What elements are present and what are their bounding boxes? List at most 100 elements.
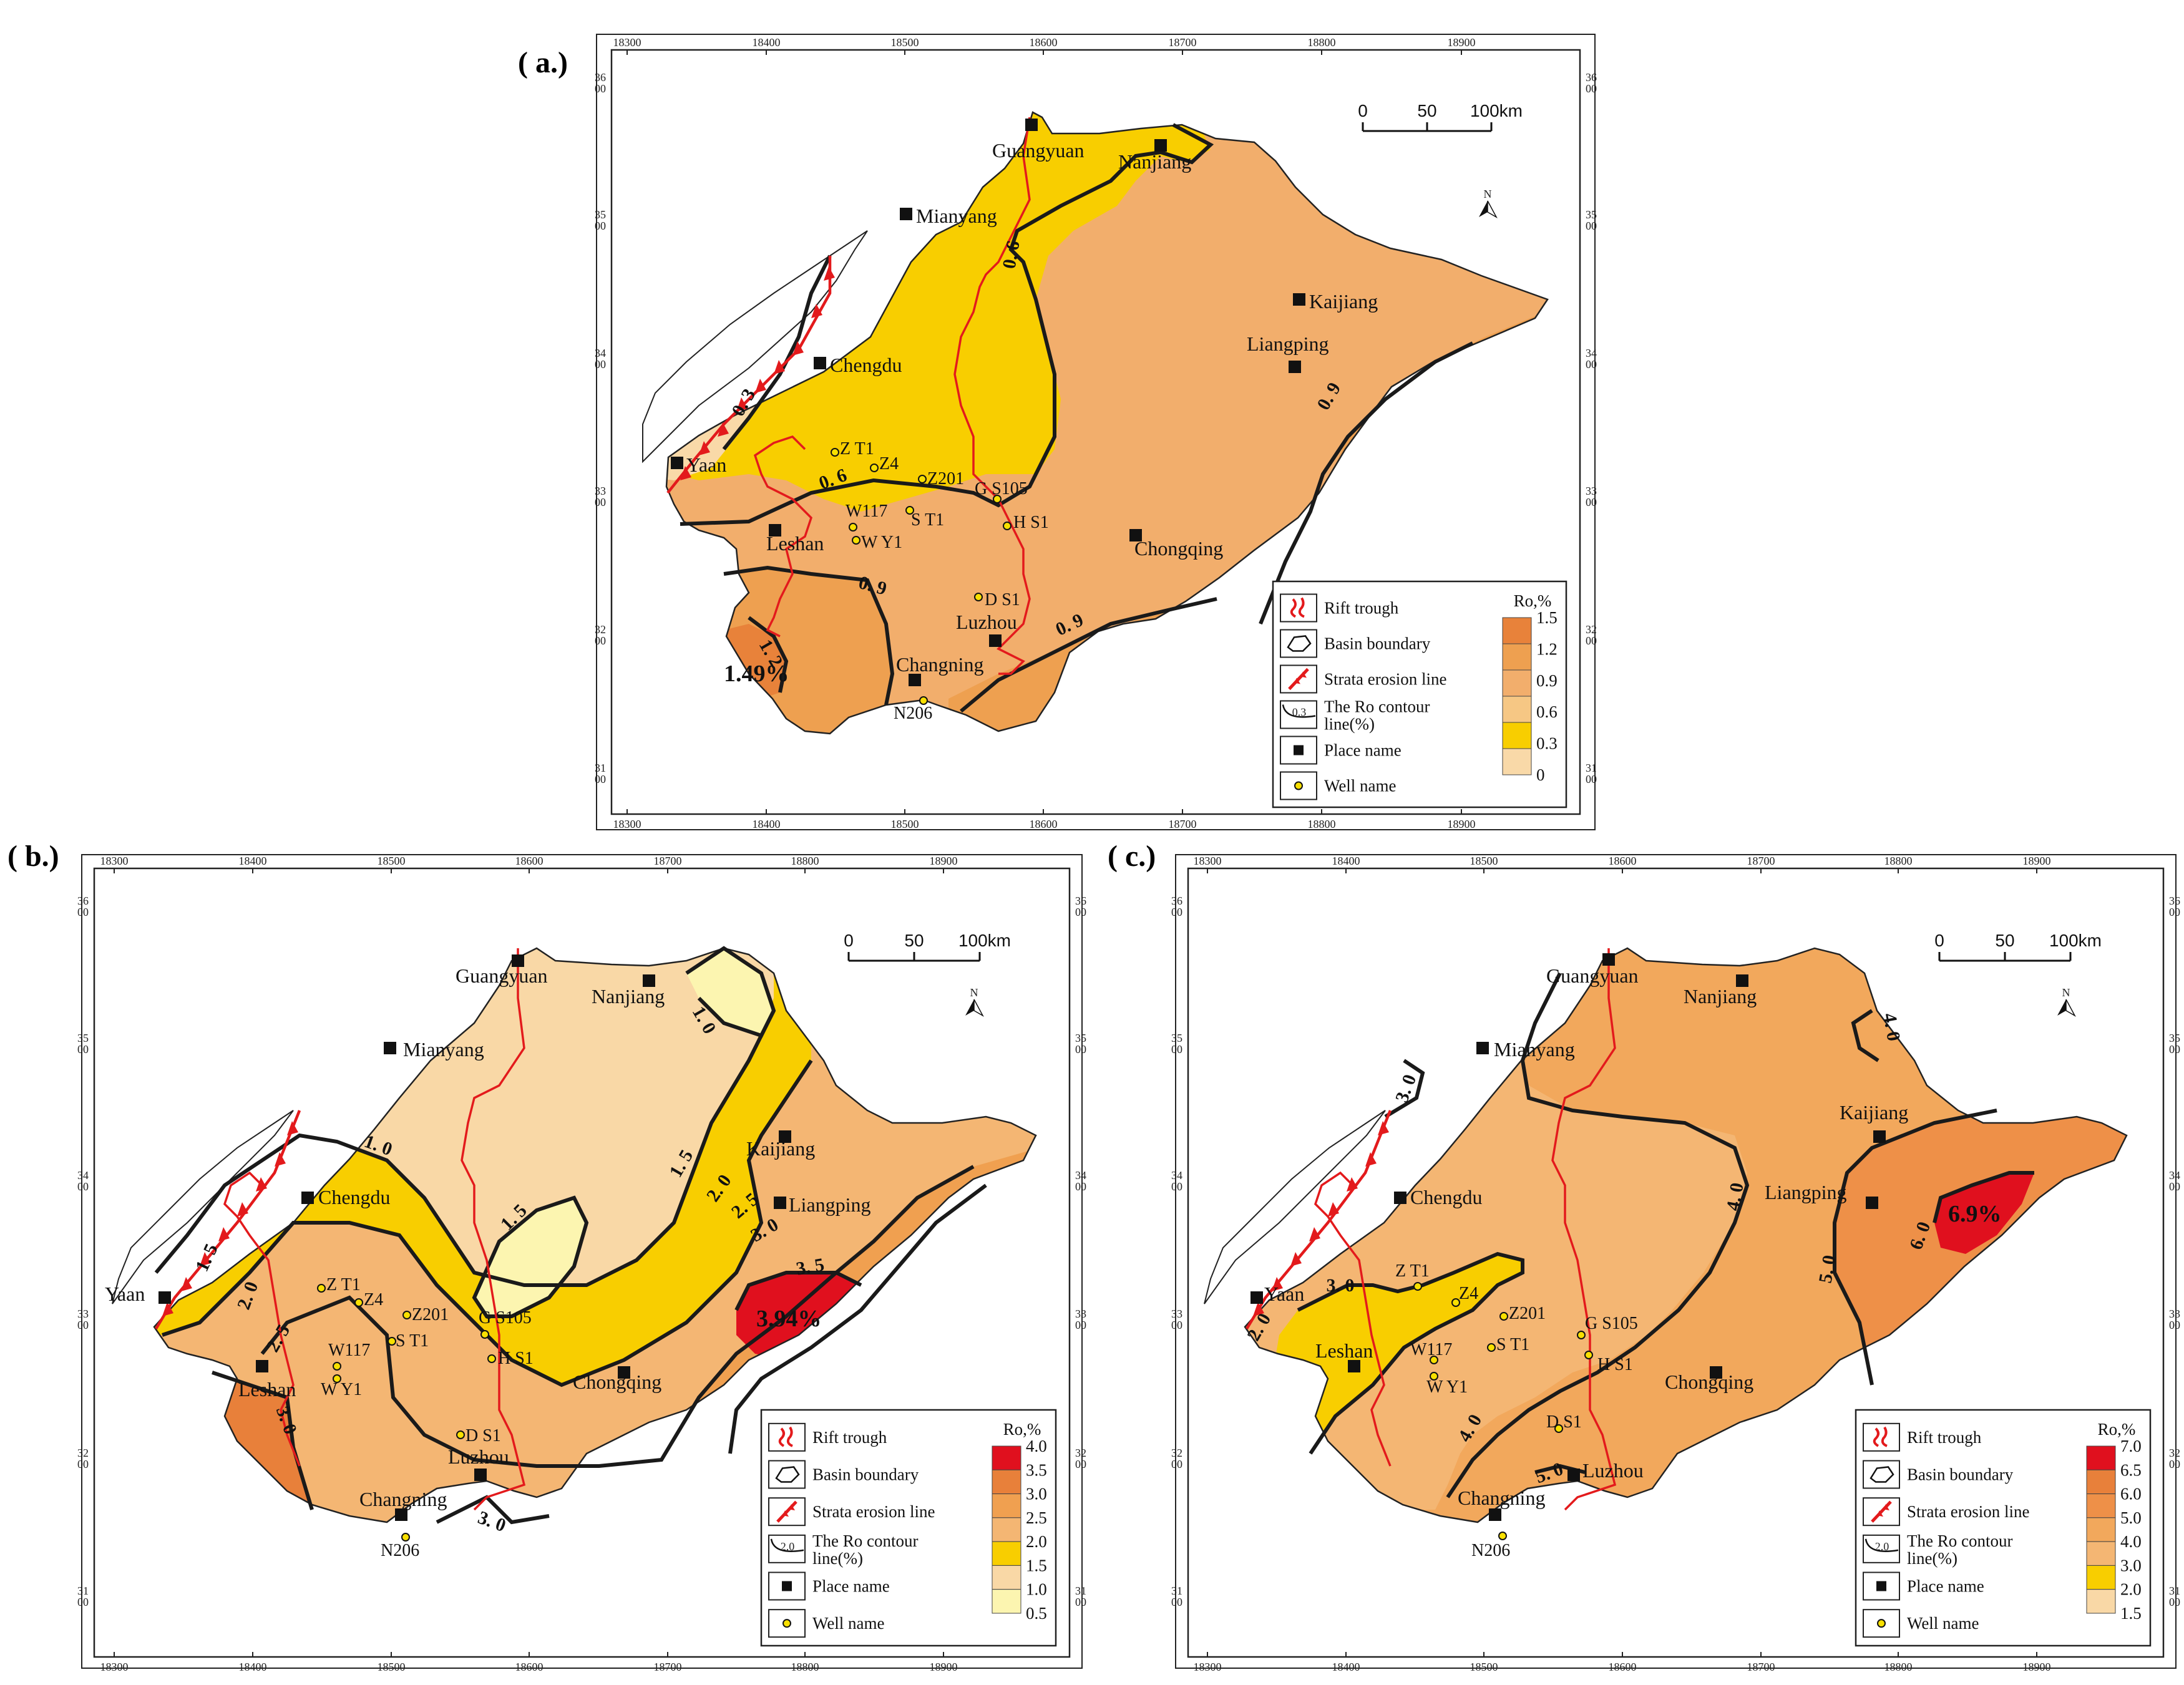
y-tick-left-deg: 34 bbox=[77, 1169, 89, 1182]
north-label: N bbox=[1484, 188, 1492, 200]
legend-item-label: Strata erosion line bbox=[1324, 670, 1446, 689]
legend-item-label: The Ro contour line(%) bbox=[1324, 697, 1430, 734]
place-name: Liangping bbox=[1765, 1181, 1847, 1203]
well-name-icon bbox=[768, 1609, 806, 1638]
well-name: Z4 bbox=[1459, 1284, 1478, 1303]
well-name: G S105 bbox=[1585, 1314, 1638, 1333]
place-name: Guangyuan bbox=[992, 139, 1085, 162]
place-marker bbox=[1476, 1042, 1489, 1054]
ro-color-swatch bbox=[2086, 1565, 2116, 1590]
place-marker bbox=[384, 1042, 396, 1054]
well-marker bbox=[919, 696, 928, 705]
y-tick-right-min: 00 bbox=[1075, 906, 1086, 918]
well-name: N206 bbox=[1471, 1541, 1510, 1560]
ro-value-label: 1.5 bbox=[1536, 608, 1558, 627]
place-name-icon bbox=[768, 1571, 806, 1601]
contour-5.0 bbox=[1833, 1109, 1997, 1386]
scale-tick-0: 0 bbox=[1358, 101, 1368, 120]
x-tick-bottom: 18900 bbox=[2023, 1661, 2051, 1673]
x-tick-top: 18400 bbox=[239, 855, 267, 867]
well-marker bbox=[333, 1374, 341, 1383]
well-name: W117 bbox=[328, 1341, 370, 1360]
well-marker bbox=[480, 1330, 489, 1339]
x-tick-top: 18400 bbox=[753, 36, 781, 49]
place-marker bbox=[1394, 1192, 1406, 1204]
well-marker bbox=[1498, 1532, 1507, 1540]
contour-3.5 bbox=[734, 1271, 862, 1311]
place-marker bbox=[671, 457, 683, 469]
well-marker bbox=[1451, 1298, 1460, 1307]
y-tick-right-deg: 31 bbox=[1586, 762, 1597, 774]
well-marker bbox=[1554, 1424, 1563, 1433]
place-name: Guangyuan bbox=[456, 964, 548, 987]
place-marker bbox=[1293, 293, 1305, 306]
y-tick-left-deg: 31 bbox=[77, 1585, 89, 1597]
y-tick-left-min: 00 bbox=[595, 773, 606, 785]
y-tick-left-min: 00 bbox=[77, 1458, 89, 1470]
panel-a-scale-bar: 0 50 100km bbox=[1358, 101, 1523, 132]
place-marker bbox=[256, 1360, 268, 1372]
well-marker bbox=[1430, 1372, 1438, 1381]
place-marker bbox=[158, 1291, 171, 1304]
ro-color-swatch bbox=[992, 1565, 1021, 1590]
scale-tick-50: 50 bbox=[1417, 101, 1436, 120]
legend-item-label: Rift trough bbox=[1324, 599, 1399, 618]
y-tick-right-deg: 35 bbox=[1075, 1032, 1086, 1044]
x-tick-top: 18300 bbox=[613, 36, 641, 49]
well-name-icon bbox=[1280, 771, 1317, 800]
well-name: D S1 bbox=[466, 1426, 501, 1445]
place-marker bbox=[618, 1366, 630, 1379]
ro-value-label: 5.0 bbox=[2120, 1508, 2142, 1527]
y-tick-right-min: 00 bbox=[1075, 1180, 1086, 1193]
well-name: S T1 bbox=[911, 510, 944, 530]
scale-tick-100km: 100km bbox=[958, 931, 1011, 950]
place-name-icon bbox=[1280, 736, 1317, 765]
contour-sample-label: 2.0 bbox=[1875, 1540, 1889, 1553]
y-tick-right-min: 00 bbox=[2169, 1180, 2180, 1193]
y-tick-right-min: 00 bbox=[1075, 1043, 1086, 1056]
panel-b-scale-bar: 0 50 100km bbox=[844, 931, 1011, 962]
x-tick-bottom: 18700 bbox=[1169, 818, 1197, 830]
x-tick-bottom: 18400 bbox=[753, 818, 781, 830]
ro-color-swatch bbox=[2086, 1445, 2116, 1470]
ro-color-swatch bbox=[2086, 1493, 2116, 1518]
y-tick-left-min: 00 bbox=[77, 906, 89, 918]
well-marker bbox=[1487, 1343, 1496, 1352]
x-tick-bottom: 18400 bbox=[1332, 1661, 1360, 1673]
panel-b: ( b.) 18300 18300 18400 18400 18500 18500 1860… bbox=[7, 840, 1086, 1673]
contour-1.2 bbox=[748, 616, 789, 693]
place-marker bbox=[1348, 1360, 1360, 1372]
contour-1.0-center bbox=[472, 1195, 589, 1318]
place-marker bbox=[643, 974, 655, 987]
well-marker bbox=[333, 1362, 341, 1371]
place-marker bbox=[900, 208, 912, 220]
x-tick-top: 18600 bbox=[1030, 36, 1058, 49]
y-tick-right-deg: 33 bbox=[1075, 1308, 1086, 1320]
x-tick-top: 18700 bbox=[1747, 855, 1775, 867]
place-name: Chongqing bbox=[573, 1371, 661, 1393]
y-tick-right-min: 00 bbox=[2169, 1319, 2180, 1331]
panel-c-scale-bar: 0 50 100km bbox=[1934, 931, 2102, 962]
ro-color-swatch bbox=[2086, 1517, 2116, 1542]
y-tick-left-min: 00 bbox=[595, 220, 606, 232]
y-tick-left-deg: 32 bbox=[1171, 1447, 1182, 1459]
rift-trough-icon bbox=[1863, 1422, 1900, 1452]
legend-item-label: Rift trough bbox=[812, 1428, 887, 1447]
y-tick-right-min: 00 bbox=[1586, 773, 1597, 785]
zone-2.0-3.0 bbox=[1273, 1061, 1523, 1454]
contour-3.0-east bbox=[728, 1183, 987, 1454]
ro-color-swatch bbox=[1502, 696, 1532, 723]
place-marker bbox=[909, 674, 921, 686]
well-name-icon bbox=[1863, 1609, 1900, 1638]
place-name: Guangyuan bbox=[1546, 964, 1639, 987]
x-tick-top: 18700 bbox=[654, 855, 682, 867]
y-tick-right-deg: 35 bbox=[1586, 208, 1597, 221]
y-tick-left-deg: 31 bbox=[595, 762, 606, 774]
y-tick-right-min: 00 bbox=[1586, 496, 1597, 508]
well-name: S T1 bbox=[396, 1331, 429, 1351]
y-tick-right-min: 00 bbox=[1586, 358, 1597, 371]
rift-trough-icon bbox=[768, 1422, 806, 1452]
legend-item-label: Well name bbox=[812, 1614, 885, 1633]
y-tick-right-deg: 31 bbox=[1075, 1585, 1086, 1597]
panel-c: ( c.) 18300 18300 18400 18400 18500 18500 1860… bbox=[1108, 840, 2180, 1673]
